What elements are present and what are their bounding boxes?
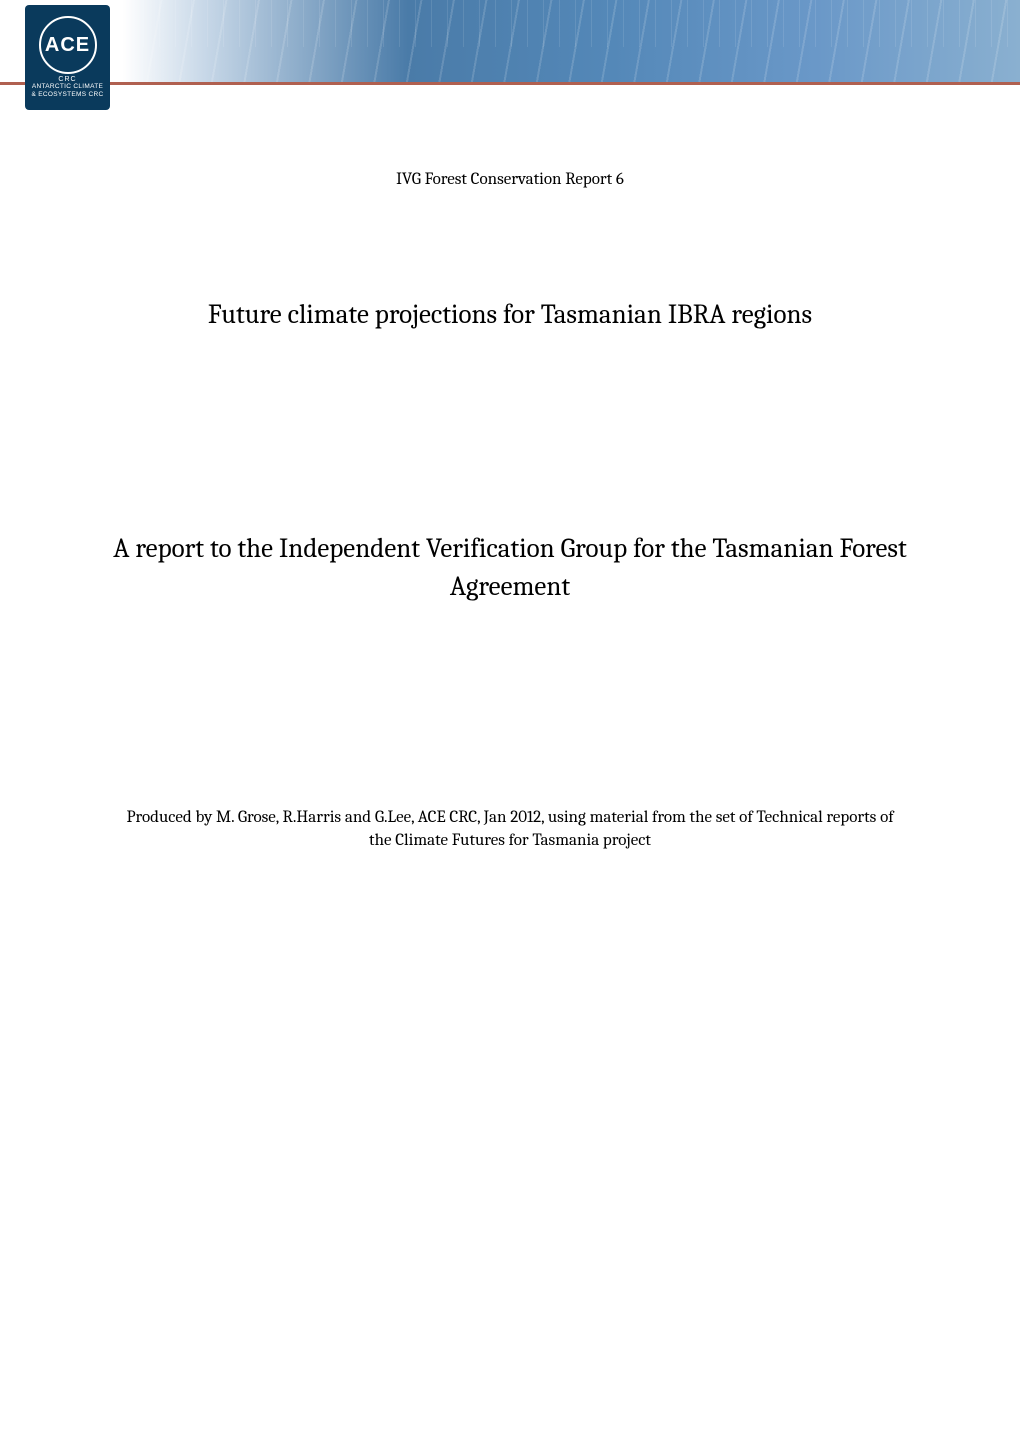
header-banner xyxy=(0,0,1020,85)
document-subtitle: A report to the Independent Verification… xyxy=(80,530,940,606)
logo-subtitle: ANTARCTIC CLIMATE & ECOSYSTEMS CRC xyxy=(32,83,104,99)
logo-circle: ACE xyxy=(39,16,97,74)
header-accent-line xyxy=(0,82,1020,85)
author-attribution: Produced by M. Grose, R.Harris and G.Lee… xyxy=(80,806,940,854)
document-content: IVG Forest Conservation Report 6 Future … xyxy=(0,85,1020,853)
logo-main-text: ACE xyxy=(45,34,90,57)
document-title: Future climate projections for Tasmanian… xyxy=(80,299,940,330)
logo-crc-text: CRC xyxy=(58,76,76,83)
report-series-label: IVG Forest Conservation Report 6 xyxy=(80,170,940,189)
ace-crc-logo: ACE CRC ANTARCTIC CLIMATE & ECOSYSTEMS C… xyxy=(25,5,110,110)
